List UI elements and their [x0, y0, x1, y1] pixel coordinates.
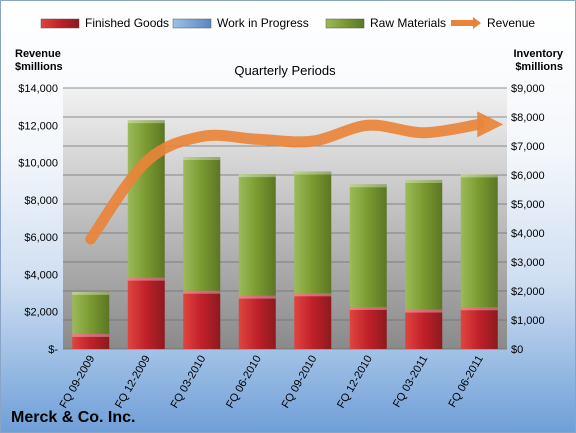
- right-tick-label: $4,000: [511, 228, 545, 240]
- bar-top-highlight: [405, 179, 443, 183]
- left-axis-title-line2: $millions: [15, 61, 63, 73]
- category-label: FQ 12-2009: [113, 354, 153, 411]
- bar-top-highlight: [238, 174, 276, 178]
- bar-top-highlight: [460, 307, 498, 311]
- bar-top-highlight: [127, 277, 165, 281]
- bar-top-highlight: [349, 184, 387, 188]
- right-tick-label: $2,000: [511, 286, 545, 298]
- bar-top-highlight: [127, 120, 165, 124]
- right-tick-label: $0: [511, 344, 523, 356]
- bar-finished-goods: [183, 290, 221, 349]
- chart-title: Quarterly Periods: [234, 63, 336, 78]
- bar-top-highlight: [405, 309, 443, 313]
- bar-finished-goods: [294, 293, 332, 349]
- left-tick-label: $-: [48, 344, 58, 356]
- bar-raw-materials: [349, 184, 387, 307]
- category-label: FQ 03-2010: [169, 354, 209, 411]
- right-tick-label: $5,000: [511, 199, 545, 211]
- bar-raw-materials: [127, 120, 165, 278]
- bar-top-highlight: [183, 157, 221, 161]
- category-label: FQ 06-2011: [447, 354, 486, 410]
- right-tick-label: $7,000: [511, 141, 545, 153]
- bar-raw-materials: [183, 157, 221, 291]
- bar-finished-goods: [349, 306, 387, 349]
- category-label: FQ 12-2010: [335, 354, 375, 411]
- bar-top-highlight: [460, 174, 498, 178]
- bar-finished-goods: [127, 277, 165, 349]
- right-axis-title-line1: Inventory: [513, 48, 563, 60]
- left-tick-label: $14,000: [18, 83, 58, 95]
- company-name: Merck & Co. Inc.: [11, 409, 135, 426]
- legend-swatch-work-in-progress: [172, 18, 212, 29]
- bar-raw-materials: [72, 291, 110, 334]
- legend-swatch-raw-materials: [325, 18, 365, 29]
- bar-raw-materials: [460, 174, 498, 308]
- bar-top-highlight: [72, 333, 110, 337]
- category-label: FQ 03-2011: [391, 354, 430, 410]
- bar-raw-materials: [238, 174, 276, 296]
- category-label: FQ 06-2010: [224, 354, 264, 411]
- left-tick-label: $12,000: [18, 120, 58, 132]
- right-axis-title-line2: $millions: [515, 61, 563, 73]
- left-axis-title-line1: Revenue: [15, 48, 61, 60]
- left-tick-label: $8,000: [24, 195, 58, 207]
- right-tick-label: $3,000: [511, 257, 545, 269]
- revenue-arrowhead: [477, 111, 504, 138]
- bar-raw-materials: [294, 171, 332, 294]
- legend-label-revenue: Revenue: [487, 16, 535, 30]
- right-tick-label: $8,000: [511, 112, 545, 124]
- left-tick-label: $2,000: [24, 307, 58, 319]
- legend-label-work-in-progress: Work in Progress: [217, 16, 309, 30]
- right-tick-label: $1,000: [511, 315, 545, 327]
- legend-label-finished-goods: Finished Goods: [85, 16, 169, 30]
- left-tick-label: $6,000: [24, 232, 58, 244]
- left-tick-label: $10,000: [18, 158, 58, 170]
- bar-finished-goods: [460, 307, 498, 349]
- revenue-line: [85, 118, 485, 245]
- bar-finished-goods: [72, 333, 110, 349]
- bar-finished-goods: [405, 309, 443, 349]
- bar-top-highlight: [238, 295, 276, 299]
- category-label: FQ 09-2009: [58, 354, 98, 411]
- left-tick-label: $4,000: [24, 269, 58, 281]
- bar-top-highlight: [72, 291, 110, 295]
- bar-top-highlight: [349, 306, 387, 310]
- right-tick-label: $9,000: [511, 83, 545, 95]
- legend-arrow-revenue: [473, 17, 481, 29]
- right-tick-label: $6,000: [511, 170, 545, 182]
- legend-swatch-finished-goods: [40, 18, 80, 29]
- legend-label-raw-materials: Raw Materials: [370, 16, 446, 30]
- bar-finished-goods: [238, 295, 276, 349]
- category-label: FQ 09-2010: [280, 354, 320, 411]
- bar-raw-materials: [405, 179, 443, 310]
- bar-top-highlight: [294, 171, 332, 175]
- bar-top-highlight: [183, 290, 221, 294]
- bar-top-highlight: [294, 293, 332, 297]
